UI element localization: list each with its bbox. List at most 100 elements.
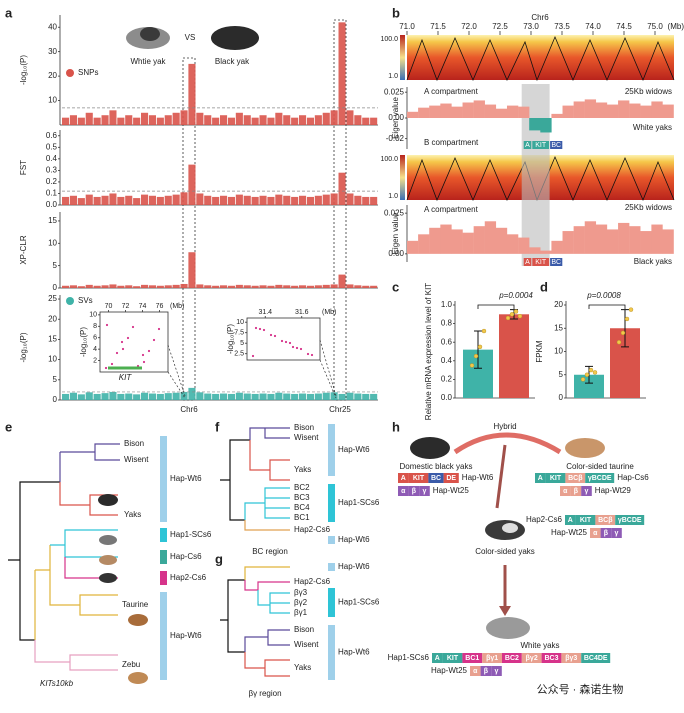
arrow	[495, 444, 507, 509]
eigen-bar	[462, 232, 474, 254]
y-tick-label: 7.5	[234, 330, 244, 337]
legend-marker	[66, 297, 74, 305]
manhattan-bar	[267, 285, 275, 288]
x-tick-label: 74.0	[585, 22, 601, 31]
inset-point	[131, 325, 135, 329]
manhattan-bar	[259, 195, 267, 205]
tree-f	[220, 427, 290, 531]
manhattan-bar	[227, 196, 235, 205]
manhattan-bar	[101, 393, 109, 400]
y-tick-label: 0.00	[388, 249, 404, 258]
manhattan-bar	[275, 284, 283, 288]
manhattan-bar	[338, 172, 346, 205]
manhattan-bar	[227, 117, 235, 125]
eigen-bar	[440, 224, 452, 254]
segment-label: KIT	[447, 655, 459, 662]
y-tick-label: 4	[93, 346, 97, 353]
manhattan-bar	[267, 196, 275, 205]
tree-caption: βγ region	[248, 689, 281, 698]
manhattan-bar	[133, 286, 141, 288]
segment-label: BCβ	[598, 517, 613, 524]
haplotype-name: Hap-Wt6	[462, 473, 494, 482]
manhattan-bar	[125, 285, 133, 288]
manhattan-bar	[204, 285, 212, 288]
manhattan-bar	[322, 284, 330, 288]
haplotype-label: Hap2-Cs6	[170, 573, 207, 582]
y-tick-label: 0.6	[46, 131, 58, 140]
leaf-label: Wisent	[124, 455, 149, 464]
bar	[499, 314, 529, 398]
gene-label: BC	[551, 259, 561, 266]
manhattan-bar	[77, 117, 85, 125]
manhattan-bar	[322, 194, 330, 205]
haplotype-segment	[428, 473, 444, 483]
tree-branch	[220, 439, 250, 521]
haplotype-segment	[419, 486, 430, 496]
manhattan-bar	[362, 196, 370, 205]
tree-branch	[8, 481, 60, 641]
data-point	[584, 372, 590, 377]
segment-label: γ	[495, 668, 499, 675]
manhattan-bar	[141, 194, 149, 205]
gene-box	[550, 258, 563, 266]
haplotype-segment	[442, 653, 463, 663]
tree-branch	[244, 629, 290, 652]
haplotype-label: Hap-Wt6	[338, 648, 370, 657]
segment-label: βγ1	[486, 655, 498, 662]
p-value: p=0.0004	[498, 291, 533, 300]
y-tick-label: 0	[53, 283, 58, 292]
cattle-icon	[128, 614, 148, 626]
axis-title: -log₁₀(P)	[19, 332, 28, 362]
error-bar	[474, 330, 482, 369]
inset-point	[110, 362, 114, 366]
manhattan-bar	[362, 117, 370, 125]
haplotype-segment	[600, 528, 612, 538]
haplotype-segment	[408, 473, 429, 483]
manhattan-bar	[125, 115, 133, 125]
manhattan-bar	[275, 194, 283, 205]
data-point	[517, 313, 523, 319]
haplotype-segment	[408, 486, 420, 496]
manhattan-bar	[196, 284, 204, 288]
inset-point	[251, 354, 255, 358]
manhattan-bar	[243, 285, 251, 288]
haplotype-segment	[570, 486, 582, 496]
manhattan-bar	[117, 117, 125, 125]
eigen-bar	[651, 101, 663, 118]
segment-label: BC1	[465, 655, 479, 662]
haplotype-bar	[160, 436, 167, 522]
segment-label: βγ2	[526, 655, 538, 662]
eigen-bar	[418, 234, 430, 254]
manhattan-bar	[322, 392, 330, 400]
tree-e	[8, 443, 148, 684]
manhattan-bar	[314, 195, 322, 205]
hybrid-arc	[453, 432, 562, 455]
gene-label: A	[525, 259, 530, 266]
eigen-bar	[495, 108, 508, 118]
manhattan-bar	[306, 117, 314, 125]
manhattan-bar	[133, 394, 141, 400]
manhattan-bar	[125, 195, 133, 205]
panel-label: a	[5, 5, 13, 20]
manhattan-bar	[235, 112, 243, 125]
segment-label: KIT	[550, 475, 562, 482]
y-tick-label: 10	[236, 319, 244, 326]
haplotype-segment	[581, 653, 611, 663]
haplotype-segment	[432, 653, 443, 663]
leaf-label: BC2	[294, 483, 310, 492]
inset-point	[273, 334, 277, 338]
x-tick-label: 31.6	[295, 309, 309, 316]
manhattan-bar	[235, 194, 243, 205]
inset-point	[157, 327, 161, 331]
haplotype-segment	[545, 473, 566, 483]
inset-point	[258, 327, 262, 331]
panel-label: b	[392, 5, 400, 20]
significance-bracket	[477, 304, 515, 309]
axis-title: Eigen value	[391, 97, 400, 139]
data-point	[580, 377, 586, 382]
axis-title: XP-CLR	[19, 235, 28, 265]
manhattan-bar	[338, 22, 346, 125]
color-scale	[400, 155, 405, 200]
eigen-bar	[529, 118, 541, 131]
